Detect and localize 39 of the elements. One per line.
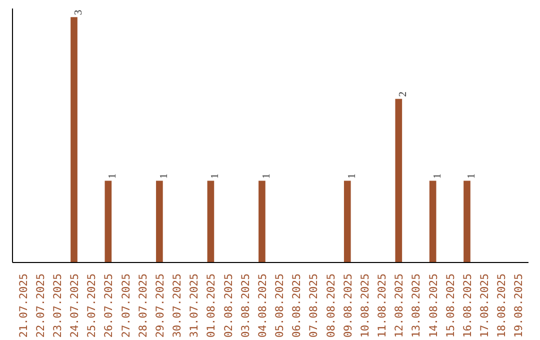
x-tick-label: 11.08.2025 (376, 274, 389, 338)
x-tick-label: 19.08.2025 (512, 274, 526, 338)
x-tick-label: 26.07.2025 (102, 274, 116, 338)
x-tick-label: 30.07.2025 (170, 274, 184, 338)
x-tick-label: 22.07.2025 (34, 274, 47, 338)
x-tick-label: 16.08.2025 (460, 274, 474, 338)
x-tick-label: 24.07.2025 (68, 274, 82, 338)
x-tick-label: 04.08.2025 (256, 274, 269, 338)
x-tick-label: 15.08.2025 (444, 274, 457, 338)
x-tick-label: 03.08.2025 (238, 274, 252, 338)
data-label: 1 (432, 173, 444, 179)
x-tick-label: 02.08.2025 (222, 274, 235, 338)
data-label: 2 (398, 92, 410, 97)
data-label: 1 (108, 173, 119, 179)
data-label: 3 (74, 10, 85, 16)
x-tick-label: 31.07.2025 (188, 274, 201, 338)
x-tick-label: 05.08.2025 (273, 274, 286, 338)
x-tick-label: 09.08.2025 (341, 274, 354, 338)
data-label: 1 (210, 173, 222, 179)
x-tick-label: 12.08.2025 (392, 274, 406, 338)
x-tick-label: 29.07.2025 (153, 274, 166, 338)
x-tick-label: 01.08.2025 (204, 274, 218, 338)
x-tick-label: 23.07.2025 (50, 274, 64, 338)
data-label: 1 (466, 173, 478, 179)
data-label: 1 (346, 173, 358, 179)
x-tick-label: 06.08.2025 (290, 274, 304, 338)
data-label: 1 (261, 173, 272, 179)
x-tick-label: 27.07.2025 (119, 274, 132, 338)
x-tick-label: 08.08.2025 (324, 274, 338, 338)
x-tick-label: 14.08.2025 (426, 274, 440, 338)
x-tick-label: 17.08.2025 (478, 274, 492, 338)
x-tick-label: 18.08.2025 (495, 274, 508, 338)
x-tick-label: 13.08.2025 (410, 274, 423, 338)
x-tick-label: 25.07.2025 (85, 274, 98, 338)
x-tick-label: 21.07.2025 (16, 274, 30, 338)
x-tick-label: 10.08.2025 (358, 274, 372, 338)
data-label: 1 (158, 173, 170, 179)
x-tick-label: 28.07.2025 (136, 274, 150, 338)
x-tick-label: 07.08.2025 (307, 274, 320, 338)
